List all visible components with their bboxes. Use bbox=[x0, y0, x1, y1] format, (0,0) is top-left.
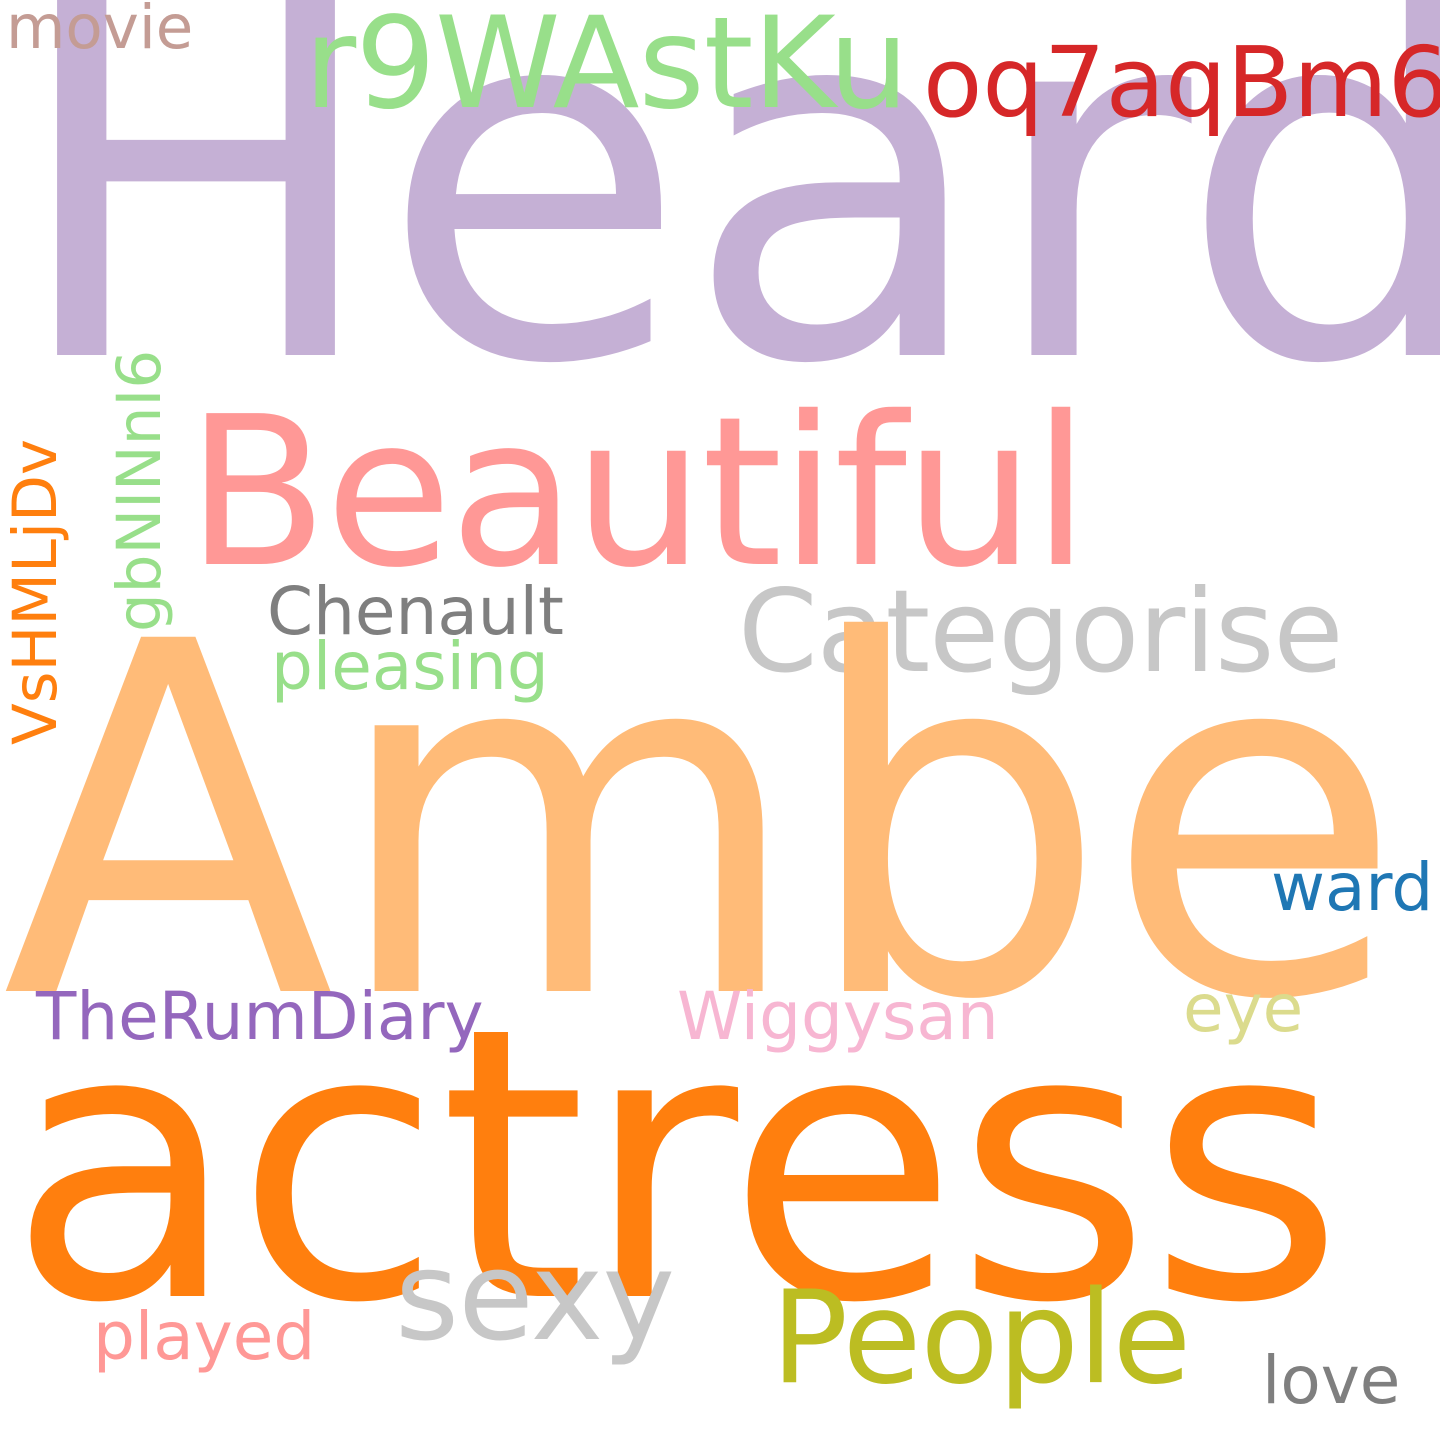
word-movie: movie bbox=[6, 0, 194, 63]
word-gbninni6: gbNINnI6 bbox=[104, 349, 175, 632]
word-categorise: Categorise bbox=[738, 565, 1343, 698]
word-amber: Amber bbox=[2, 540, 1440, 1106]
word-actress: actress bbox=[8, 947, 1344, 1385]
word-oq7aqbm6: oq7aqBm6 bbox=[923, 26, 1440, 139]
word-pleasing: pleasing bbox=[271, 628, 549, 705]
word-beautiful: Beautiful bbox=[186, 372, 1090, 613]
word-r9wastku: r9WAstKu bbox=[304, 0, 909, 137]
word-ward: ward bbox=[1271, 849, 1434, 926]
word-people: People bbox=[771, 1264, 1191, 1413]
word-vshmljdv: VsHMLjDv bbox=[0, 438, 71, 745]
word-played: played bbox=[93, 1298, 316, 1375]
word-heard: Heard bbox=[8, 0, 1440, 473]
word-sexy: sexy bbox=[395, 1226, 675, 1369]
word-chenault: Chenault bbox=[267, 573, 564, 650]
word-love: love bbox=[1262, 1342, 1401, 1419]
word-therumdiary: TheRumDiary bbox=[36, 978, 484, 1055]
word-eye: eye bbox=[1183, 970, 1304, 1047]
word-wiggysan: Wiggysan bbox=[677, 978, 999, 1055]
